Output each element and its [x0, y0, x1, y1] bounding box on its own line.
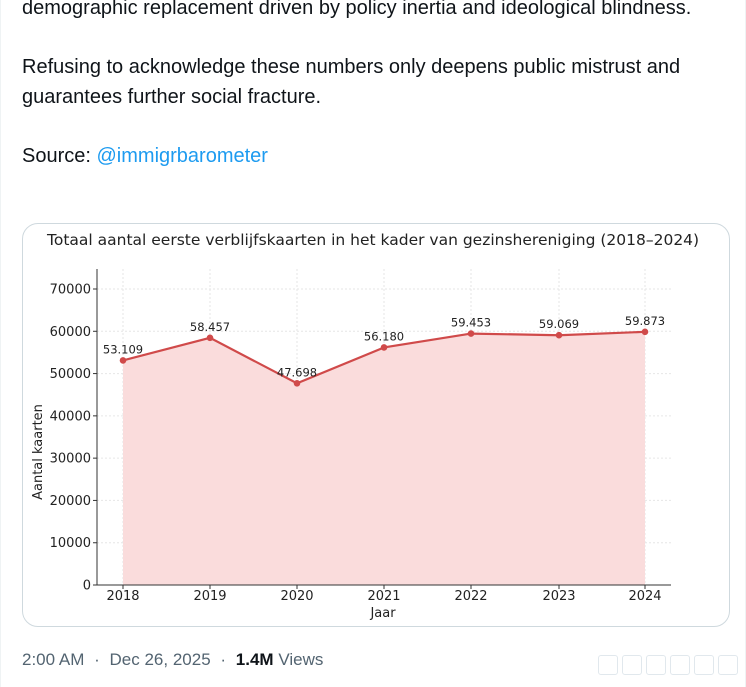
y-tick-label: 40000: [50, 409, 91, 424]
source-line: Source: @immigrbarometer: [22, 142, 722, 172]
data-label: 59.873: [625, 314, 665, 328]
data-label: 47.698: [277, 365, 317, 379]
x-tick-label: 2021: [367, 589, 400, 604]
views-label: Views: [278, 650, 324, 669]
meta-separator: ·: [94, 650, 100, 669]
x-tick-label: 2022: [454, 589, 487, 604]
y-tick-label: 10000: [50, 536, 91, 551]
ghost-overlay-icons: [598, 655, 738, 675]
data-point: [467, 330, 475, 337]
area-fill: [123, 331, 645, 585]
overlay-square-icon: [622, 655, 642, 675]
overlay-square-icon: [646, 655, 666, 675]
data-label: 56.180: [364, 329, 404, 343]
y-tick-label: 0: [83, 579, 91, 594]
data-label: 59.453: [451, 316, 491, 330]
tweet-text: demographic replacement driven by policy…: [22, 0, 722, 171]
overlay-square-icon: [670, 655, 690, 675]
tweet-date[interactable]: Dec 26, 2025: [109, 650, 211, 669]
source-mention-link[interactable]: @immigrbarometer: [96, 144, 268, 167]
data-point: [555, 331, 563, 339]
data-label: 53.109: [103, 342, 143, 356]
overlay-square-icon: [598, 655, 618, 675]
views-count: 1.4M: [235, 650, 274, 669]
y-tick-label: 70000: [50, 283, 91, 298]
x-axis-label: Jaar: [369, 606, 396, 621]
overlay-square-icon: [694, 655, 714, 675]
data-point: [380, 344, 388, 351]
tweet-time[interactable]: 2:00 AM: [22, 650, 85, 669]
chart-svg: Totaal aantal eerste verblijfskaarten in…: [31, 231, 699, 621]
tweet-paragraph-1: demographic replacement driven by policy…: [22, 0, 692, 19]
chart-image[interactable]: Totaal aantal eerste verblijfskaarten in…: [22, 223, 730, 627]
data-point: [293, 380, 301, 387]
data-label: 58.457: [190, 320, 230, 334]
timeline-left-border: [0, 0, 1, 687]
data-label: 59.069: [539, 317, 579, 331]
chart-title: Totaal aantal eerste verblijfskaarten in…: [46, 231, 699, 249]
tweet-meta: 2:00 AM · Dec 26, 2025 · 1.4M Views: [22, 650, 323, 670]
x-tick-label: 2020: [280, 589, 313, 604]
y-tick-label: 20000: [50, 494, 91, 509]
data-point: [119, 357, 127, 364]
x-tick-label: 2023: [542, 589, 575, 604]
x-tick-label: 2019: [193, 589, 226, 604]
y-tick-label: 50000: [50, 367, 91, 382]
source-label: Source:: [22, 144, 91, 167]
y-tick-label: 60000: [50, 325, 91, 340]
data-point: [206, 334, 214, 342]
chart-plot-area: 0 10000 20000 30000 40000 50000 60000 70000 2018…: [31, 269, 671, 621]
y-tick-label: 30000: [50, 452, 91, 467]
meta-separator: ·: [220, 650, 227, 669]
tweet-paragraph-2: Refusing to acknowledge these numbers on…: [22, 56, 681, 108]
x-tick-label: 2018: [106, 589, 139, 604]
data-point: [641, 328, 649, 336]
y-axis-label: Aantal kaarten: [31, 404, 46, 500]
overlay-square-icon: [718, 655, 738, 675]
x-tick-label: 2024: [628, 589, 661, 604]
